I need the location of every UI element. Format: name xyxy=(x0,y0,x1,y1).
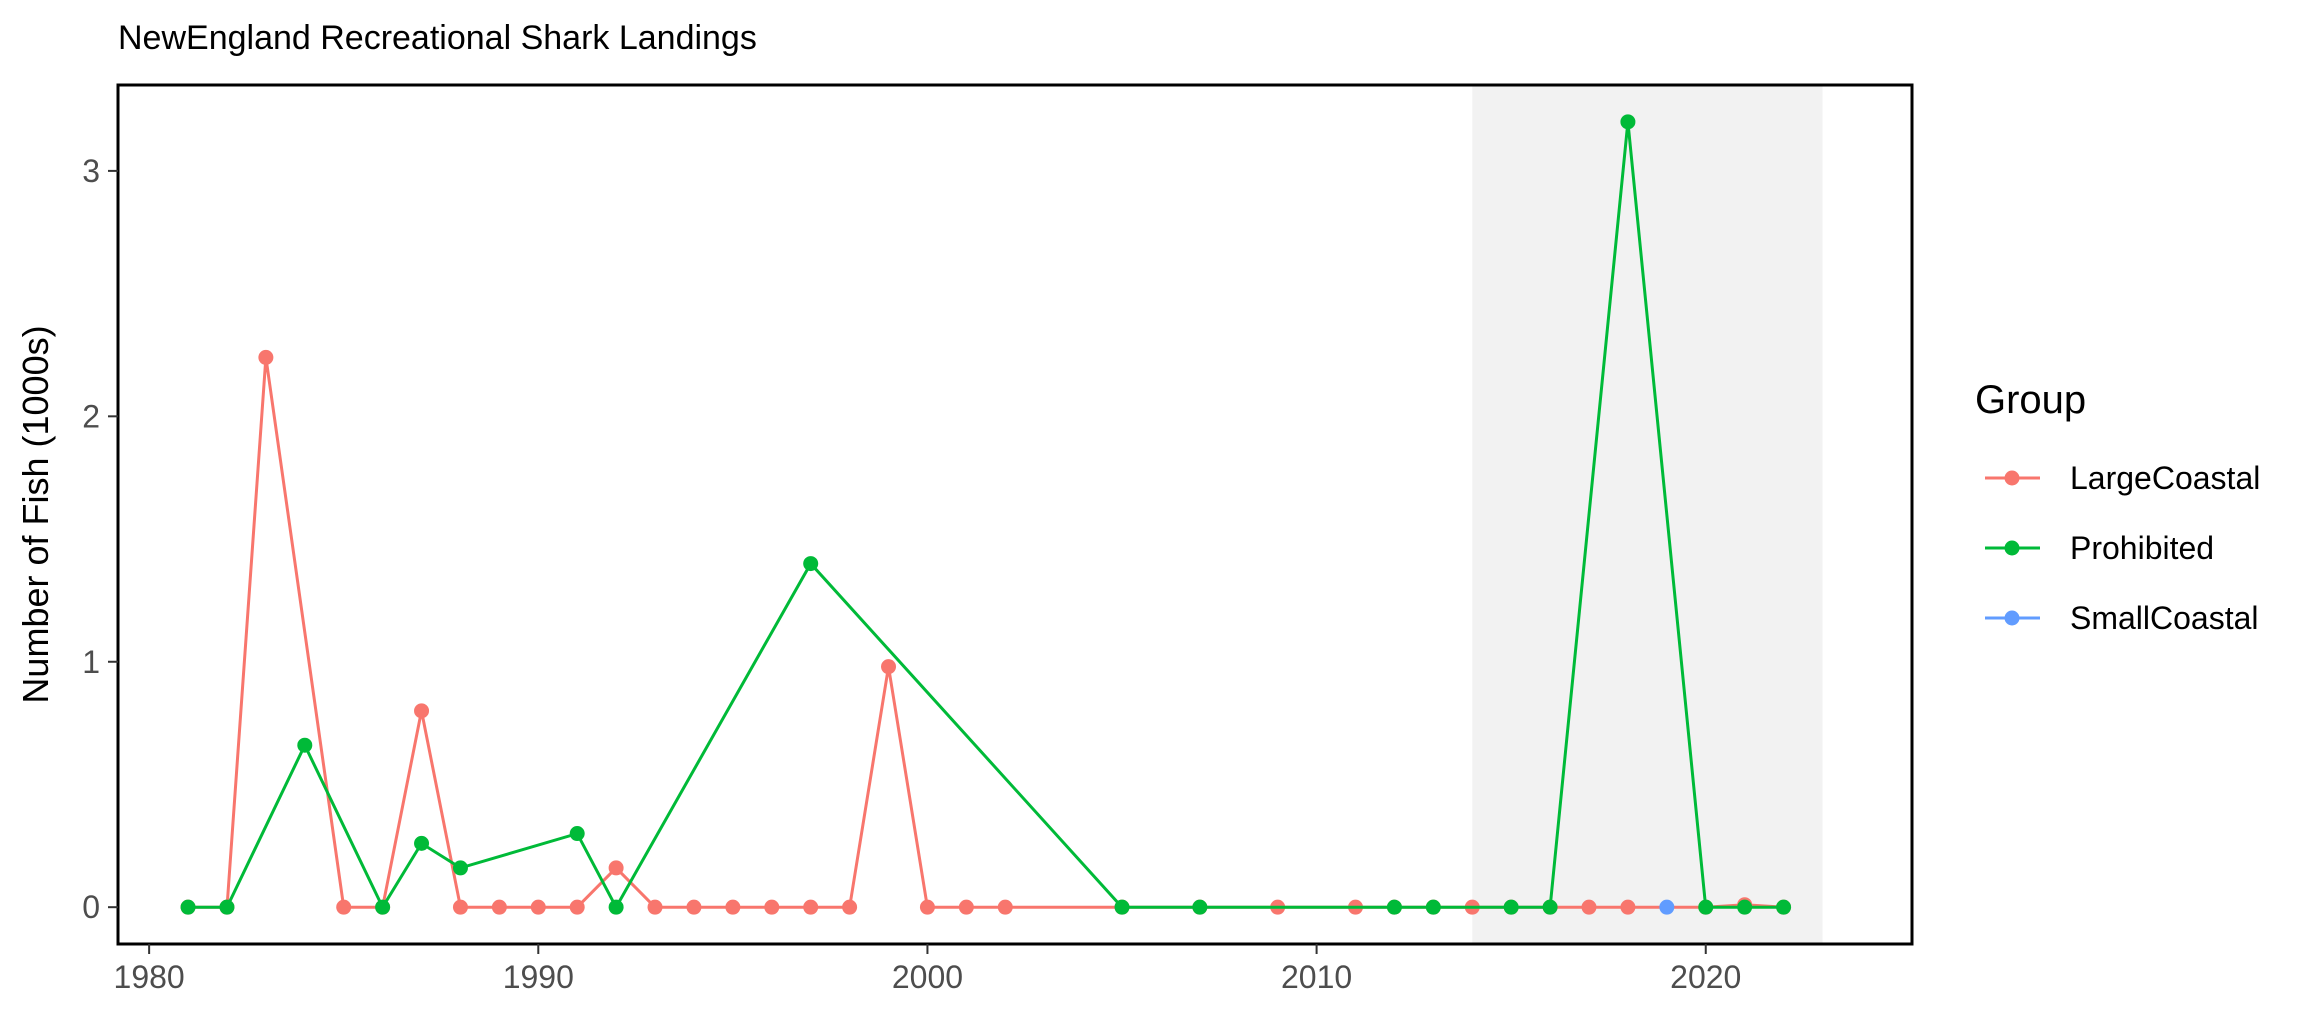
legend-item: LargeCoastal xyxy=(1985,460,2260,496)
data-point xyxy=(958,899,974,915)
data-point xyxy=(219,899,235,915)
chart-title: NewEngland Recreational Shark Landings xyxy=(118,19,757,57)
data-point xyxy=(1542,899,1558,915)
data-point xyxy=(608,899,624,915)
data-point xyxy=(1581,899,1597,915)
legend-title: Group xyxy=(1975,378,2086,422)
legend-key-point xyxy=(2004,470,2020,486)
y-tick-label: 0 xyxy=(82,889,100,925)
data-point xyxy=(491,899,507,915)
data-point xyxy=(1698,899,1714,915)
data-point xyxy=(452,899,468,915)
data-point xyxy=(608,860,624,876)
data-point xyxy=(1503,899,1519,915)
legend-label: LargeCoastal xyxy=(2070,460,2260,496)
x-tick-label: 2010 xyxy=(1281,959,1352,995)
y-axis: 0 1 2 3 xyxy=(82,153,118,925)
legend-item: Prohibited xyxy=(1985,530,2214,566)
legend: Group LargeCoastal Prohibited SmallCoastal xyxy=(1975,378,2260,636)
data-point xyxy=(725,899,741,915)
data-point xyxy=(569,826,585,842)
data-point xyxy=(803,556,819,572)
data-point xyxy=(297,737,313,753)
data-point xyxy=(375,899,391,915)
data-point xyxy=(803,899,819,915)
data-point xyxy=(1737,899,1753,915)
series-SmallCoastal xyxy=(1659,899,1675,915)
data-point xyxy=(180,899,196,915)
series-layer xyxy=(180,114,1792,915)
data-point xyxy=(764,899,780,915)
data-point xyxy=(919,899,935,915)
data-point xyxy=(881,659,897,675)
data-point xyxy=(1776,899,1792,915)
data-point xyxy=(1114,899,1130,915)
x-tick-label: 1980 xyxy=(114,959,185,995)
legend-item: SmallCoastal xyxy=(1985,600,2259,636)
data-point xyxy=(1620,899,1636,915)
y-axis-label: Number of Fish (1000s) xyxy=(15,325,56,703)
plot-area xyxy=(116,83,1914,946)
data-point xyxy=(997,899,1013,915)
legend-label: SmallCoastal xyxy=(2070,600,2259,636)
shaded-region xyxy=(1472,85,1823,944)
data-point xyxy=(1386,899,1402,915)
legend-label: Prohibited xyxy=(2070,530,2214,566)
x-tick-label: 2020 xyxy=(1670,959,1741,995)
data-point xyxy=(686,899,702,915)
data-point xyxy=(1659,899,1675,915)
x-axis: 1980 1990 2000 2010 2020 xyxy=(114,944,1741,995)
data-point xyxy=(336,899,352,915)
legend-key-point xyxy=(2004,540,2020,556)
data-point xyxy=(414,835,430,851)
x-tick-label: 2000 xyxy=(892,959,963,995)
plot-border xyxy=(116,83,1914,946)
legend-key-point xyxy=(2004,610,2020,626)
data-point xyxy=(258,349,274,365)
data-point xyxy=(569,899,585,915)
data-point xyxy=(842,899,858,915)
data-point xyxy=(1620,114,1636,130)
data-point xyxy=(1192,899,1208,915)
data-point xyxy=(647,899,663,915)
x-tick-label: 1990 xyxy=(503,959,574,995)
data-point xyxy=(530,899,546,915)
y-tick-label: 2 xyxy=(82,398,100,434)
data-point xyxy=(452,860,468,876)
data-point xyxy=(414,703,430,719)
data-point xyxy=(1425,899,1441,915)
y-tick-label: 3 xyxy=(82,153,100,189)
y-tick-label: 1 xyxy=(82,644,100,680)
series-Prohibited xyxy=(180,114,1792,915)
